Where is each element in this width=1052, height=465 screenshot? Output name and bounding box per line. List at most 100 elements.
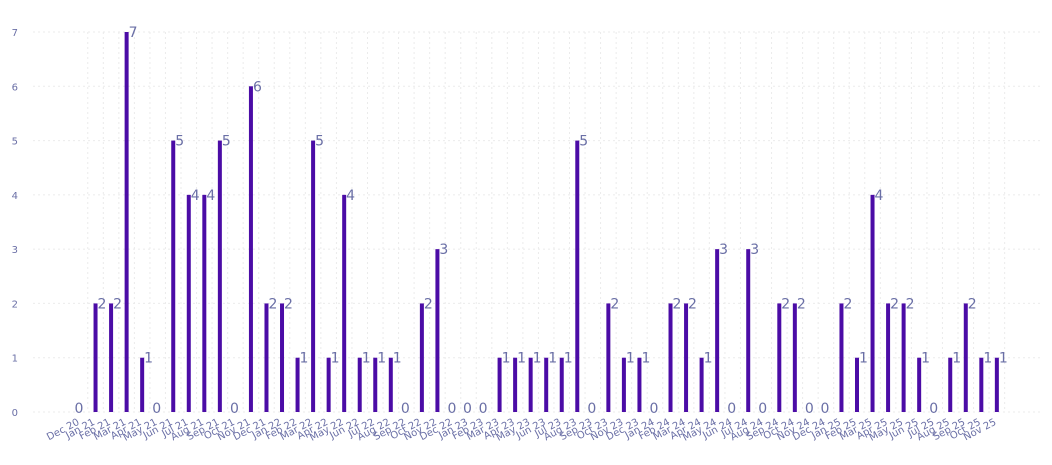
bar [202,194,207,412]
bar [109,303,114,412]
bar [497,357,502,412]
data-label: 3 [719,242,728,258]
y-tick-label: 4 [12,191,18,202]
data-label: 1 [859,351,868,367]
data-label: 0 [401,401,410,417]
data-label: 3 [439,242,448,258]
data-label: 4 [191,188,200,204]
bar [435,249,440,412]
data-label: 1 [362,351,371,367]
data-label: 4 [346,188,355,204]
data-label: 0 [820,401,829,417]
bar [513,357,518,412]
data-label: 1 [626,351,635,367]
data-label: 1 [517,351,526,367]
y-tick-label: 5 [12,137,18,148]
bar [886,303,891,412]
bar [295,357,300,412]
bar [746,249,751,412]
bar [388,357,393,412]
bar [792,303,797,412]
bar [419,303,424,412]
data-label: 1 [393,351,402,367]
data-label: 2 [113,296,122,312]
data-label: 2 [890,296,899,312]
data-label: 2 [268,296,277,312]
y-tick-label: 0 [12,408,18,419]
data-label: 0 [727,401,736,417]
data-label: 1 [331,351,340,367]
bar [948,357,953,412]
data-label: 1 [999,351,1008,367]
bar [140,357,145,412]
bar [248,86,253,413]
data-label: 1 [377,351,386,367]
y-tick-label: 6 [12,82,18,93]
data-label: 2 [688,296,697,312]
bar [264,303,269,412]
data-label: 2 [781,296,790,312]
bar [311,140,316,413]
bar [901,303,906,412]
bar [559,357,564,412]
data-label: 0 [805,401,814,417]
data-label: 0 [463,401,472,417]
bar [963,303,968,412]
bar [606,303,611,412]
data-label: 1 [952,351,961,367]
data-label: 7 [129,25,138,41]
bar [979,357,984,412]
bar [699,357,704,412]
bar [280,303,285,412]
data-label: 1 [921,351,930,367]
bar [326,357,331,412]
data-label: 1 [548,351,557,367]
y-tick-label: 1 [12,354,18,365]
data-label: 2 [843,296,852,312]
bar [373,357,378,412]
bar [870,194,875,412]
bar [186,194,191,412]
data-label: 0 [447,401,456,417]
bar [342,194,347,412]
bar [855,357,859,412]
data-label: 2 [98,296,107,312]
bar [668,303,673,412]
data-label: 0 [587,401,596,417]
bar [684,303,689,412]
bar [217,140,222,413]
data-label: 0 [650,401,659,417]
y-axis: 0 1 2 3 4 5 6 7 [12,28,18,419]
y-tick-label: 7 [12,28,18,39]
bar [839,303,844,412]
bar [528,357,533,412]
y-tick-label: 3 [12,245,18,256]
bar [621,357,626,412]
data-label: 1 [564,351,573,367]
data-label: 5 [222,134,231,150]
data-label: 0 [75,401,84,417]
data-label: 1 [704,351,713,367]
y-tick-label: 2 [12,299,18,310]
data-label: 4 [875,188,884,204]
data-label: 0 [758,401,767,417]
data-label: 5 [315,134,324,150]
data-label: 1 [300,351,309,367]
bar [171,140,176,413]
data-label: 0 [230,401,239,417]
data-label: 2 [610,296,619,312]
data-label: 1 [983,351,992,367]
bar [575,140,580,413]
data-label: 0 [152,401,161,417]
bar [917,357,922,412]
bar [637,357,642,412]
bar [357,357,362,412]
data-label: 2 [797,296,806,312]
data-label: 3 [750,242,759,258]
grid [33,31,1040,413]
bar [994,357,999,412]
bars [93,32,999,413]
